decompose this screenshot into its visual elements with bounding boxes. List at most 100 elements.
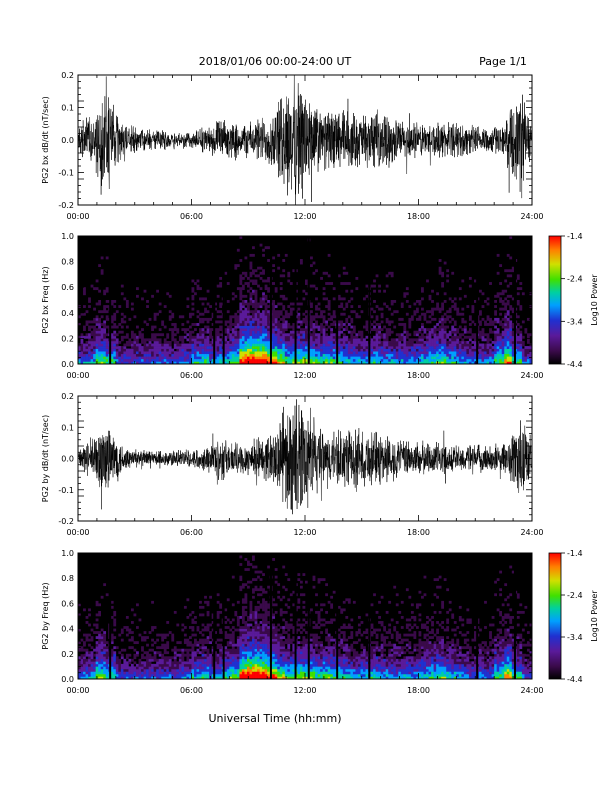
spectrogram-cell bbox=[264, 646, 268, 650]
spectrogram-cell bbox=[264, 338, 268, 342]
spectrogram-cell bbox=[151, 666, 154, 670]
spectrogram-cell bbox=[239, 361, 243, 365]
spectrogram-cell bbox=[426, 279, 429, 283]
spectrogram-cell bbox=[443, 338, 447, 342]
spectrogram-cell bbox=[105, 287, 109, 291]
spectrogram-cell bbox=[88, 335, 91, 339]
spectrogram-cell bbox=[282, 305, 286, 308]
spectrogram-cell bbox=[178, 335, 182, 339]
spectrogram-cell bbox=[441, 346, 445, 349]
spectrogram-cell bbox=[443, 335, 447, 339]
spectrogram-cell bbox=[257, 663, 260, 667]
spectrogram-cell bbox=[241, 317, 245, 321]
spectrogram-cell bbox=[153, 312, 157, 316]
spectrogram-cell bbox=[113, 610, 117, 614]
spectrogram-cell bbox=[204, 646, 207, 650]
spectrogram-cell bbox=[491, 330, 495, 334]
spectrogram-cell bbox=[244, 325, 248, 329]
spectrogram-cell bbox=[226, 325, 230, 329]
spectrogram-cell bbox=[446, 361, 450, 365]
spectrogram-cell bbox=[171, 338, 175, 342]
spectrogram-cell bbox=[438, 259, 442, 262]
spectrogram-cell bbox=[244, 638, 248, 642]
spectrogram-cell bbox=[274, 358, 278, 362]
spectrogram-cell bbox=[262, 668, 265, 672]
spectrogram-cell bbox=[441, 361, 445, 365]
spectrogram-cell bbox=[196, 338, 200, 342]
spectrogram-cell bbox=[458, 353, 462, 357]
spectrogram-cell bbox=[234, 323, 238, 326]
spectrogram-cell bbox=[85, 348, 89, 352]
spectrogram-cell bbox=[146, 653, 149, 657]
spectrogram-cell bbox=[350, 338, 354, 342]
spectrogram-cell bbox=[153, 671, 157, 675]
spectrogram-cell bbox=[209, 595, 212, 599]
spectrogram-cell bbox=[241, 312, 245, 316]
spectrogram-cell bbox=[231, 633, 235, 637]
spectrogram-cell bbox=[236, 348, 240, 352]
spectrogram-cell bbox=[383, 340, 387, 344]
spectrogram-cell bbox=[264, 610, 268, 614]
spectrogram-cell bbox=[216, 673, 220, 677]
spectrogram-cell bbox=[509, 343, 513, 347]
spectrogram-cell bbox=[516, 292, 520, 296]
spectrogram-cell bbox=[325, 282, 328, 285]
spectrogram-cell bbox=[246, 618, 250, 622]
spectrogram-cell bbox=[267, 648, 270, 652]
spectrogram-cell bbox=[194, 348, 197, 352]
spectrogram-cell bbox=[224, 346, 228, 349]
spectrogram-cell bbox=[383, 333, 387, 337]
spectrogram-cell bbox=[110, 651, 114, 655]
spectrogram-cell bbox=[443, 333, 447, 337]
spectrogram-cell bbox=[287, 353, 291, 357]
spectrogram-cell bbox=[378, 323, 381, 326]
spectrogram-cell bbox=[315, 320, 318, 324]
spectrogram-cell bbox=[403, 338, 407, 342]
spectrogram-cell bbox=[494, 343, 497, 347]
spectrogram-cell bbox=[83, 658, 86, 662]
spectrogram-cell bbox=[519, 282, 523, 285]
spectrogram-cell bbox=[110, 636, 114, 639]
spectrogram-cell bbox=[529, 361, 533, 365]
spectrogram-cell bbox=[284, 335, 288, 339]
spectrogram-cell bbox=[310, 284, 313, 288]
spectrogram-cell bbox=[93, 663, 96, 667]
spectrogram-cell bbox=[254, 338, 258, 342]
spectrogram-cell bbox=[95, 356, 99, 360]
spectrogram-cell bbox=[337, 343, 341, 347]
spectrogram-cell bbox=[365, 335, 369, 339]
spectrogram-cell bbox=[352, 358, 356, 362]
spectrogram-cell bbox=[345, 338, 349, 342]
spectrogram-cell bbox=[201, 361, 205, 365]
y-tick-label: 0.2 bbox=[61, 71, 74, 80]
spectrogram-cell bbox=[191, 287, 195, 291]
spectrogram-cell bbox=[408, 320, 412, 324]
spectrogram-cell bbox=[244, 671, 248, 675]
spectrogram-cell bbox=[128, 343, 132, 347]
spectrogram-cell bbox=[378, 335, 381, 339]
spectrogram-cell bbox=[378, 351, 381, 355]
spectrogram-cell bbox=[241, 276, 245, 280]
spectrogram-cell bbox=[219, 673, 223, 677]
spectrogram-cell bbox=[418, 302, 422, 306]
spectrogram-cell bbox=[405, 287, 409, 291]
spectrogram-cell bbox=[188, 676, 192, 680]
spectrogram-cell bbox=[88, 653, 91, 657]
spectrogram-cell bbox=[125, 358, 129, 362]
spectrogram-cell bbox=[196, 663, 200, 667]
spectrogram-cell bbox=[166, 666, 170, 670]
spectrogram-cell bbox=[257, 588, 260, 592]
spectrogram-cell bbox=[403, 346, 407, 349]
spectrogram-cell bbox=[88, 613, 91, 617]
spectrogram-cell bbox=[365, 340, 369, 344]
spectrogram-cell bbox=[259, 636, 263, 639]
page-number: Page 1/1 bbox=[479, 55, 527, 68]
spectrogram-cell bbox=[206, 610, 210, 614]
spectrogram-cell bbox=[211, 673, 215, 677]
spectrogram-cell bbox=[506, 338, 510, 342]
spectrogram-cell bbox=[88, 608, 91, 612]
spectrogram-cell bbox=[133, 358, 137, 362]
spectrogram-cell bbox=[403, 294, 407, 298]
spectrogram-cell bbox=[254, 628, 258, 632]
spectrogram-cell bbox=[216, 333, 220, 337]
